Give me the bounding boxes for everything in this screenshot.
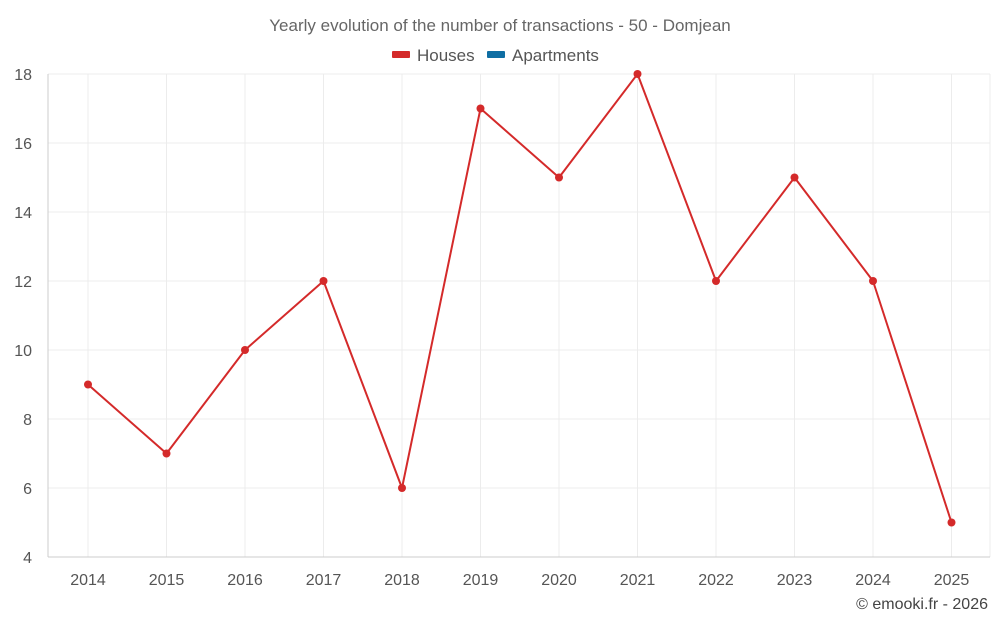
- y-axis: 4 6 8 10 12 14 16 18: [14, 67, 49, 567]
- x-tick-label: 2023: [777, 572, 813, 589]
- legend[interactable]: Houses Apartments: [392, 46, 599, 65]
- x-tick-label: 2024: [855, 572, 891, 589]
- legend-swatch-apartments: [487, 51, 505, 58]
- x-tick-label: 2015: [149, 572, 185, 589]
- x-axis: 2014 2015 2016 2017 2018 2019 2020 2021 2022 2023…: [48, 556, 990, 589]
- data-point-houses-2018[interactable]: [398, 484, 406, 492]
- legend-item-houses[interactable]: Houses: [392, 46, 475, 65]
- data-point-houses-2016[interactable]: [241, 346, 249, 354]
- chart-title: Yearly evolution of the number of transa…: [269, 16, 730, 35]
- data-point-houses-2025[interactable]: [947, 518, 956, 527]
- x-tick-label: 2018: [384, 572, 420, 589]
- legend-label-houses: Houses: [417, 46, 475, 65]
- data-point-houses-2014[interactable]: [84, 380, 92, 389]
- legend-label-apartments: Apartments: [512, 46, 599, 65]
- y-tick-label: 16: [14, 136, 32, 153]
- x-tick-label: 2020: [541, 572, 577, 589]
- y-tick-label: 4: [23, 550, 32, 567]
- data-point-houses-2015[interactable]: [162, 449, 171, 458]
- series-line-houses: [87, 73, 953, 523]
- data-point-houses-2022[interactable]: [712, 277, 720, 285]
- x-tick-label: 2022: [698, 572, 734, 589]
- data-point-houses-2021[interactable]: [633, 70, 642, 78]
- x-tick-label: 2017: [306, 572, 342, 589]
- legend-item-apartments[interactable]: Apartments: [487, 46, 599, 65]
- y-tick-label: 6: [23, 481, 32, 498]
- x-tick-label: 2025: [934, 572, 970, 589]
- y-tick-label: 10: [14, 343, 32, 360]
- data-point-houses-2017[interactable]: [319, 277, 328, 285]
- data-point-houses-2023[interactable]: [790, 173, 799, 182]
- x-tick-label: 2021: [620, 572, 656, 589]
- legend-swatch-houses: [392, 51, 410, 58]
- credit-text: © emooki.fr - 2026: [856, 596, 988, 613]
- data-point-houses-2024[interactable]: [869, 277, 877, 285]
- data-point-houses-2019[interactable]: [476, 104, 485, 113]
- x-tick-label: 2014: [70, 572, 106, 589]
- y-tick-label: 12: [14, 274, 32, 291]
- y-tick-label: 8: [23, 412, 32, 429]
- x-tick-label: 2016: [227, 572, 263, 589]
- data-point-houses-2020[interactable]: [555, 173, 563, 182]
- y-tick-label: 18: [14, 67, 32, 84]
- x-tick-label: 2019: [463, 572, 499, 589]
- y-tick-label: 14: [14, 205, 32, 222]
- plot-area: [84, 70, 956, 527]
- grid: [48, 73, 991, 557]
